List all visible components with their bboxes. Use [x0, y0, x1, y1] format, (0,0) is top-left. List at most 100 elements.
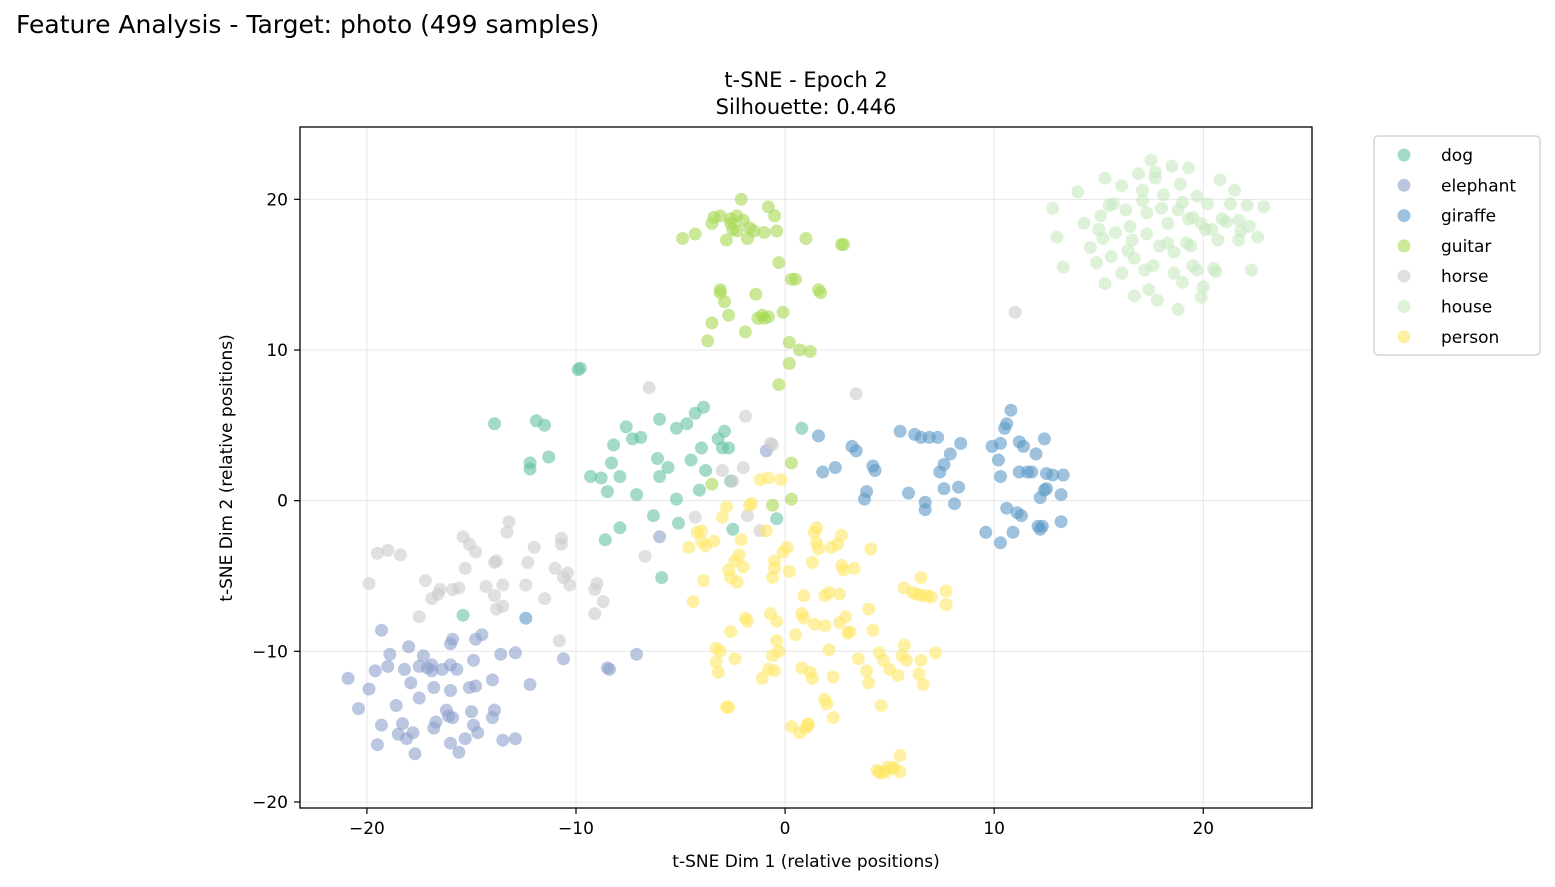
data-point-giraffe: [849, 444, 863, 458]
data-point-horse: [715, 464, 729, 477]
data-point-person: [826, 711, 840, 725]
data-point-guitar: [747, 224, 761, 238]
data-point-giraffe: [1000, 501, 1014, 515]
data-point-dog: [538, 418, 552, 432]
data-point-guitar: [738, 325, 752, 339]
data-point-house: [1096, 232, 1110, 245]
grid-lines: [300, 127, 1312, 808]
data-point-horse: [496, 599, 510, 613]
data-point-giraffe: [1014, 509, 1028, 523]
legend-marker-elephant: [1397, 178, 1411, 192]
y-tick-label: 10: [266, 341, 288, 361]
plot-subtitle: Silhouette: 0.446: [716, 95, 897, 119]
data-point-guitar: [705, 477, 719, 491]
data-point-house: [1213, 173, 1227, 187]
data-point-dog: [718, 424, 731, 438]
data-point-horse: [552, 634, 566, 648]
data-point-horse: [433, 583, 447, 596]
data-point-giraffe: [979, 525, 993, 539]
data-point-dog: [523, 462, 537, 476]
data-point-elephant: [508, 646, 522, 660]
data-point-elephant: [425, 664, 439, 678]
y-tick-label: 0: [277, 492, 288, 512]
data-point-house: [1098, 171, 1112, 185]
data-point-house: [1211, 233, 1225, 247]
legend: dog elephant giraffe guitar horse house person: [1373, 135, 1541, 356]
data-point-house: [1205, 223, 1219, 236]
data-point-elephant: [429, 715, 443, 729]
data-point-guitar: [768, 209, 782, 223]
data-point-giraffe: [828, 461, 842, 474]
data-point-elephant: [352, 702, 365, 716]
data-point-person: [734, 533, 748, 547]
data-point-horse: [741, 509, 754, 523]
data-point-house: [1115, 179, 1129, 193]
data-point-house: [1175, 195, 1189, 209]
data-point-dog: [488, 417, 501, 431]
data-point-horse: [469, 545, 483, 559]
data-point-house: [1184, 239, 1198, 253]
data-point-dog: [661, 461, 675, 474]
data-point-elephant: [467, 653, 480, 667]
data-point-dog: [613, 521, 627, 535]
x-tick-label: −10: [558, 819, 594, 839]
data-point-dog: [655, 571, 669, 584]
data-point-giraffe: [937, 458, 951, 471]
data-point-horse: [527, 540, 541, 554]
data-point-house: [1171, 302, 1185, 316]
data-point-horse: [726, 474, 740, 488]
series-giraffe: [519, 403, 1070, 625]
data-point-person: [728, 652, 742, 666]
data-point-giraffe: [994, 536, 1007, 550]
data-point-person: [807, 617, 821, 631]
data-point-giraffe: [954, 436, 968, 450]
data-point-giraffe: [1056, 468, 1070, 482]
data-point-guitar: [701, 334, 715, 348]
data-point-house: [1150, 293, 1164, 307]
series-horse: [362, 305, 1022, 648]
data-point-elephant: [508, 732, 522, 746]
data-point-person: [847, 561, 861, 575]
data-point-person: [697, 574, 710, 587]
legend-marker-house: [1397, 300, 1411, 313]
axis-ticks: −20 −10 0 10 20 −20 −10 0 10 20: [252, 190, 1214, 839]
data-point-horse: [479, 580, 493, 593]
data-point-elephant: [471, 726, 485, 740]
data-point-horse: [638, 549, 652, 563]
data-point-elephant: [404, 676, 418, 690]
data-point-person: [724, 625, 738, 639]
data-point-dog: [584, 470, 598, 483]
data-point-dog: [646, 509, 660, 523]
data-point-elephant: [370, 738, 384, 752]
data-point-giraffe: [931, 430, 945, 444]
data-point-house: [1094, 209, 1108, 223]
data-point-guitar: [718, 295, 731, 309]
data-point-giraffe: [893, 424, 907, 438]
data-point-giraffe: [868, 464, 882, 477]
data-point-house: [1167, 266, 1181, 280]
data-point-horse: [490, 554, 503, 568]
data-point-horse: [412, 610, 426, 624]
data-point-dog: [795, 421, 809, 435]
data-point-person: [770, 614, 784, 628]
x-tick-label: −20: [349, 819, 385, 839]
data-point-giraffe: [1004, 403, 1018, 417]
data-point-person: [939, 598, 953, 612]
data-point-person: [893, 748, 907, 762]
data-point-giraffe: [1037, 432, 1051, 446]
data-point-house: [1140, 206, 1154, 220]
data-point-elephant: [375, 623, 388, 637]
data-point-horse: [370, 546, 384, 560]
data-point-person: [805, 555, 819, 569]
data-point-person: [722, 700, 736, 714]
data-point-person: [899, 653, 913, 667]
data-point-guitar: [770, 224, 784, 238]
data-point-elephant: [458, 732, 472, 746]
data-point-giraffe: [991, 453, 1005, 467]
data-point-horse: [502, 515, 516, 529]
data-point-person: [893, 765, 907, 779]
data-point-person: [826, 670, 840, 684]
data-point-elephant: [427, 681, 441, 694]
scatter-points: [341, 153, 1271, 780]
x-tick-label: 20: [1192, 819, 1214, 839]
